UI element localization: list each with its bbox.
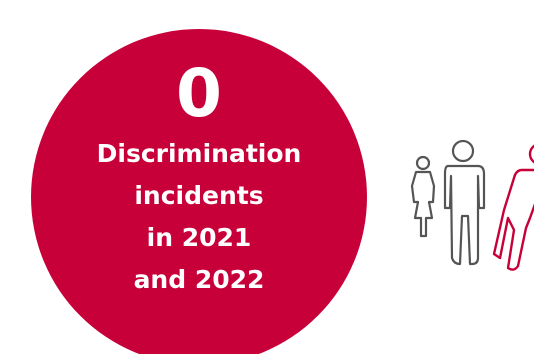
people-icons	[410, 139, 534, 271]
woman-outline-icon	[410, 155, 436, 238]
person-accent-outline-icon	[492, 144, 534, 271]
caption-line-4: and 2022	[133, 265, 265, 294]
people-figures	[390, 130, 534, 280]
caption-line-2: incidents	[134, 181, 264, 210]
stat-circle: 0 Discrimination incidents in 2021 and 2…	[31, 29, 367, 354]
caption-line-1: Discrimination	[96, 139, 302, 168]
caption-line-3: in 2021	[146, 223, 252, 252]
stat-value: 0	[176, 55, 222, 132]
stat-caption: Discrimination incidents in 2021 and 202…	[97, 133, 302, 301]
man-outline-icon	[443, 139, 486, 266]
